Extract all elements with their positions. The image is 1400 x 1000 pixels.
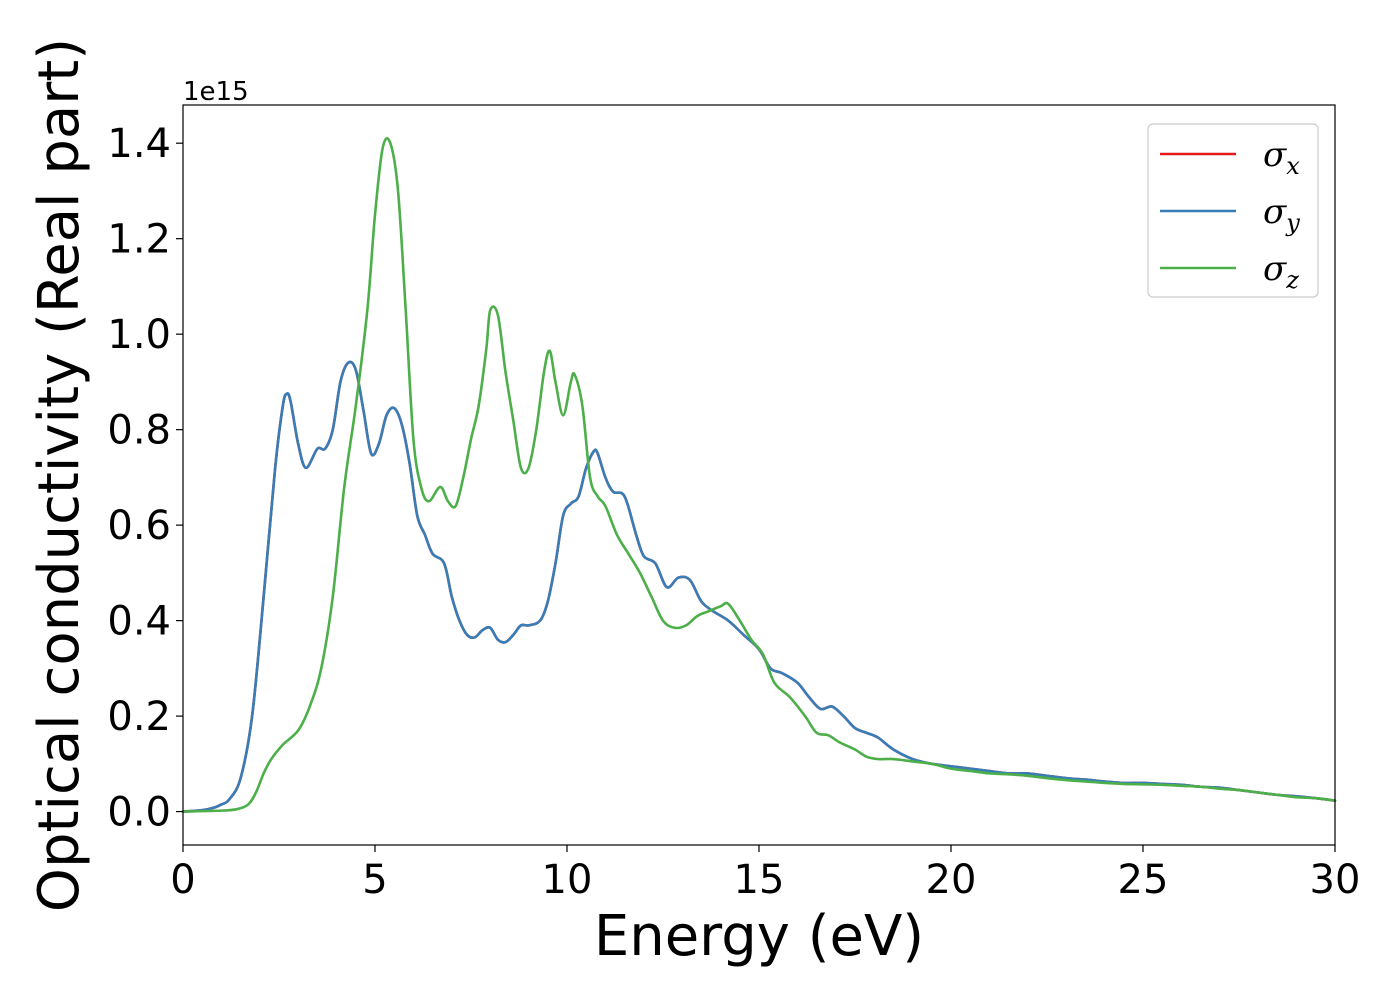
y-tick-label: 0.6 bbox=[107, 503, 171, 549]
x-tick-label: 5 bbox=[362, 857, 387, 903]
series-line-sigma-z bbox=[181, 137, 1337, 813]
x-tick-label: 0 bbox=[170, 857, 195, 903]
y-tick-label: 0.2 bbox=[107, 694, 171, 740]
series-line-sigma-y bbox=[181, 360, 1337, 813]
y-offset-label: 1e15 bbox=[183, 77, 249, 107]
y-axis-label: Optical conductivity (Real part) bbox=[27, 38, 92, 912]
legend-label: σz bbox=[1263, 249, 1299, 294]
y-tick-label: 1.0 bbox=[107, 312, 171, 358]
legend-label: σx bbox=[1263, 135, 1300, 180]
legend: σx σy σz bbox=[1147, 123, 1319, 298]
plot-area-frame bbox=[182, 104, 1336, 846]
x-tick-label: 10 bbox=[542, 857, 593, 903]
x-tick-label: 30 bbox=[1310, 857, 1361, 903]
x-tick-label: 25 bbox=[1118, 857, 1169, 903]
y-tick-label: 0.8 bbox=[107, 408, 171, 454]
y-tick-label: 0.4 bbox=[107, 599, 171, 645]
x-axis-ticks: 0 5 10 15 20 25 30 bbox=[170, 845, 1360, 903]
x-tick-label: 20 bbox=[926, 857, 977, 903]
legend-label: σy bbox=[1263, 192, 1300, 237]
y-tick-label: 1.2 bbox=[107, 217, 171, 263]
series-layer bbox=[181, 137, 1337, 813]
y-tick-label: 0.0 bbox=[107, 790, 171, 836]
x-axis-label: Energy (eV) bbox=[594, 904, 924, 969]
x-tick-label: 15 bbox=[734, 857, 785, 903]
y-tick-label: 1.4 bbox=[107, 121, 171, 167]
y-axis-ticks: 0.0 0.2 0.4 0.6 0.8 1.0 1.2 1.4 bbox=[107, 121, 183, 836]
